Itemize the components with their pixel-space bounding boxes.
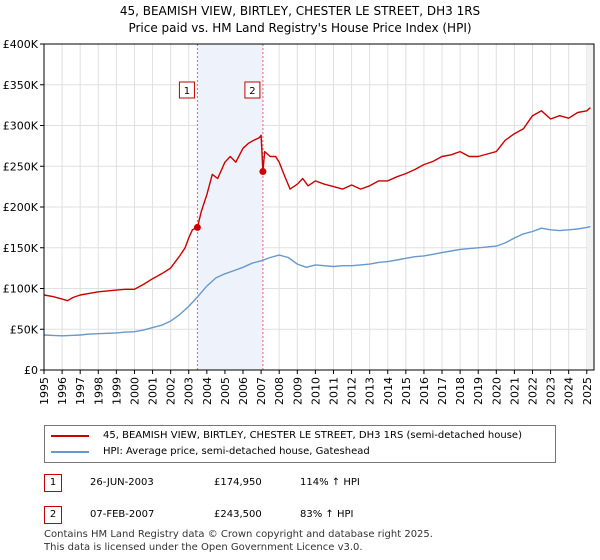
- y-tick-label: £150K: [3, 242, 39, 255]
- footer-copyright: Contains HM Land Registry data © Crown c…: [44, 529, 433, 540]
- x-tick-label: 2007: [255, 377, 268, 405]
- x-tick-label: 2019: [472, 377, 485, 405]
- x-tick-label: 2006: [237, 377, 250, 405]
- x-tick-label: 2025: [581, 377, 594, 405]
- x-tick-label: 2018: [454, 377, 467, 405]
- x-tick-label: 2010: [309, 377, 322, 405]
- sale-point: [259, 168, 267, 176]
- x-tick-label: 1999: [110, 377, 123, 405]
- x-tick-label: 2015: [400, 377, 413, 405]
- transaction-hpi: 83% ↑ HPI: [300, 509, 354, 520]
- x-tick-label: 2009: [291, 377, 304, 405]
- x-tick-label: 2016: [418, 377, 431, 405]
- legend-swatch-hpi: [51, 451, 89, 453]
- marker-label: 1: [184, 86, 190, 97]
- sale-point: [193, 223, 201, 231]
- x-tick-label: 2013: [364, 377, 377, 405]
- property-price-line: [43, 107, 591, 302]
- x-tick-label: 1995: [38, 377, 51, 405]
- y-tick-label: £50K: [10, 323, 39, 336]
- transaction-row: 1 26-JUN-2003 £174,950 114% ↑ HPI: [44, 474, 584, 494]
- chart-subtitle: Price paid vs. HM Land Registry's House …: [128, 21, 472, 35]
- x-tick-label: 2014: [382, 377, 395, 405]
- x-tick-label: 2023: [545, 377, 558, 405]
- x-tick-label: 1996: [56, 377, 69, 405]
- x-tick-label: 2000: [128, 377, 141, 405]
- x-tick-label: 2002: [165, 377, 178, 405]
- future-region: [586, 44, 594, 370]
- plot-frame: [43, 43, 595, 371]
- x-tick-label: 2012: [346, 377, 359, 405]
- hpi-line: [43, 225, 591, 337]
- x-tick-label: 2008: [273, 377, 286, 405]
- transaction-date: 07-FEB-2007: [90, 509, 155, 520]
- x-tick-label: 1997: [74, 377, 87, 405]
- price-chart: 1995 1996 1997 1998 1999 2000 2001 2002 2003 2004…: [3, 38, 595, 405]
- x-tick-label: 2020: [490, 377, 503, 405]
- footer: Contains HM Land Registry data © Crown c…: [44, 528, 433, 554]
- y-tick-label: £400K: [3, 38, 39, 51]
- x-tick-label: 2001: [147, 377, 160, 405]
- y-tick-label: £300K: [3, 120, 39, 133]
- x-tick-label: 2004: [201, 377, 214, 405]
- transaction-row: 2 07-FEB-2007 £243,500 83% ↑ HPI: [44, 506, 584, 526]
- x-tick-label: 2011: [327, 377, 340, 405]
- transaction-number: 1: [44, 474, 62, 492]
- legend-label-property: 45, BEAMISH VIEW, BIRTLEY, CHESTER LE ST…: [103, 430, 522, 441]
- legend-swatch-property: [51, 435, 89, 437]
- x-tick-label: 2017: [436, 377, 449, 405]
- footer-license: This data is licensed under the Open Gov…: [44, 542, 363, 553]
- transaction-price: £243,500: [214, 509, 262, 520]
- legend-label-hpi: HPI: Average price, semi-detached house,…: [103, 446, 370, 457]
- x-tick-label: 2003: [183, 377, 196, 405]
- y-tick-label: £250K: [3, 160, 39, 173]
- chart-title: 45, BEAMISH VIEW, BIRTLEY, CHESTER LE ST…: [119, 4, 481, 18]
- x-tick-label: 2021: [508, 377, 521, 405]
- y-tick-label: £0: [24, 364, 38, 377]
- transaction-number: 2: [44, 506, 62, 524]
- marker-label: 2: [249, 86, 255, 97]
- transaction-hpi: 114% ↑ HPI: [300, 477, 360, 488]
- y-tick-label: £350K: [3, 79, 39, 92]
- x-tick-label: 2005: [219, 377, 232, 405]
- x-tick-label: 2022: [526, 377, 539, 405]
- marker-label-box: [178, 81, 195, 99]
- transaction-price: £174,950: [214, 477, 262, 488]
- x-tick-label: 1998: [92, 377, 105, 405]
- y-tick-label: £100K: [3, 283, 39, 296]
- y-tick-label: £200K: [3, 201, 39, 214]
- legend: 45, BEAMISH VIEW, BIRTLEY, CHESTER LE ST…: [44, 425, 556, 463]
- x-tick-label: 2024: [563, 377, 576, 405]
- transaction-date: 26-JUN-2003: [90, 477, 154, 488]
- marker-label-box: [244, 81, 261, 99]
